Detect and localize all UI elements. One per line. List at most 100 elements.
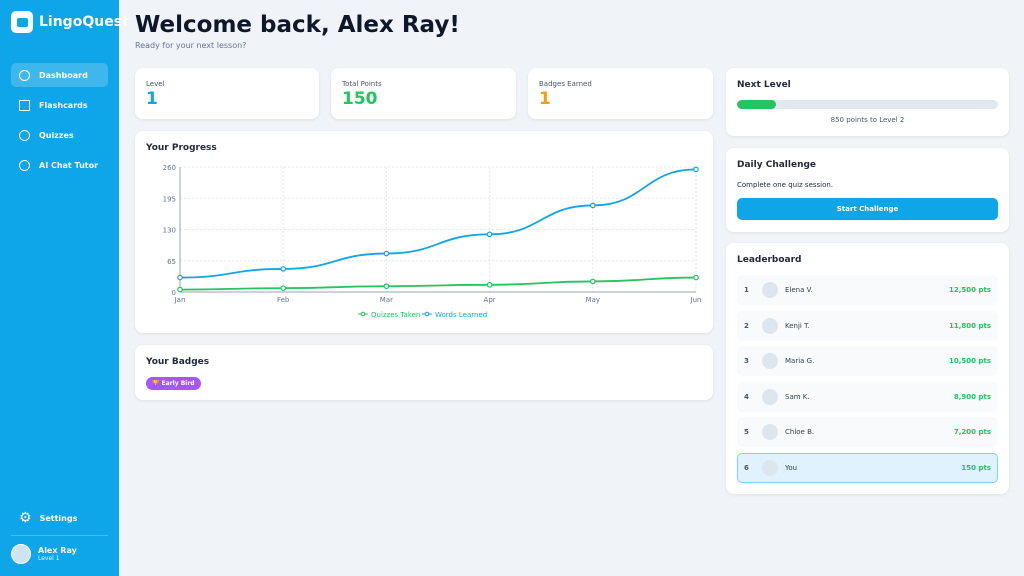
player-name: Sam K. (785, 392, 810, 401)
legend-marker-dot (360, 311, 366, 317)
legend-label: Quizzes Taken (371, 311, 420, 319)
rank: 1 (744, 286, 749, 294)
leaderboard-row: 3 Maria G. 10,500 pts (737, 346, 998, 376)
leaderboard-list: 1 Elena V. 12,500 pts 2 Kenji T. 11,800 pts 3 M… (737, 275, 998, 488)
legend-marker-dot (424, 311, 430, 317)
y-tick-label: 130 (163, 227, 176, 235)
logo[interactable]: LingoQuest (11, 11, 129, 33)
card-title: Your Badges (146, 357, 210, 367)
nav-label: Flashcards (39, 100, 88, 110)
data-point (383, 250, 390, 257)
x-tick-label: Feb (277, 296, 290, 304)
player-points: 7,200 pts (953, 428, 991, 436)
question-icon (19, 129, 30, 141)
sidebar-item-dashboard[interactable]: Dashboard (11, 63, 108, 87)
stat-value: 150 (342, 89, 378, 109)
data-point (589, 202, 596, 209)
data-point (589, 278, 596, 285)
stat-label: Total Points (342, 80, 382, 88)
player-name: You (785, 463, 798, 472)
legend-label: Words Learned (435, 311, 487, 319)
badges-card: Your Badges 🏆 Early Bird (135, 345, 713, 400)
y-tick-label: 260 (163, 164, 176, 172)
y-tick-label: 195 (163, 195, 176, 203)
challenge-text: Complete one quiz session. (737, 181, 834, 189)
nav-label: Quizzes (39, 130, 74, 140)
leaderboard-row: 5 Chloe B. 7,200 pts (737, 417, 998, 447)
avatar (11, 544, 31, 564)
player-points: 8,900 pts (953, 392, 991, 401)
rank: 5 (744, 428, 749, 436)
avatar (762, 388, 778, 405)
player-points: 12,500 pts (949, 286, 991, 294)
data-point (280, 285, 287, 291)
stat-value: 1 (539, 89, 551, 109)
avatar (762, 424, 778, 440)
user-profile[interactable]: Alex Ray Level 1 (11, 544, 77, 564)
x-tick-label: Mar (380, 296, 393, 304)
stat-label: Badges Earned (539, 80, 592, 88)
x-tick-label: Jan (174, 296, 186, 304)
settings-label: Settings (39, 513, 78, 523)
stat-value: 1 (146, 89, 158, 109)
gear-icon: ⚙ (19, 510, 32, 526)
badge-early-bird: 🏆 Early Bird (146, 377, 201, 390)
level-progress-fill (737, 100, 777, 109)
data-point (280, 266, 287, 272)
data-point (177, 274, 183, 281)
stat-card-points: Total Points 150 (331, 68, 516, 119)
divider (11, 535, 108, 536)
leaderboard-row: 2 Kenji T. 11,800 pts (737, 310, 998, 341)
sidebar-item-flashcards[interactable]: Flashcards (11, 93, 108, 117)
start-challenge-button[interactable]: Start Challenge (737, 198, 998, 220)
sidebar-item-ai-chat-tutor[interactable]: AI Chat Tutor (11, 153, 108, 177)
series-line-words-learned (179, 168, 697, 279)
nav-label: AI Chat Tutor (39, 160, 99, 170)
avatar (762, 459, 778, 476)
data-point (693, 274, 699, 281)
player-name: Chloe B. (785, 428, 815, 436)
player-name: Elena V. (785, 286, 813, 294)
user-level: Level 1 (38, 555, 60, 562)
data-point (383, 283, 390, 290)
chat-bubble-icon (11, 11, 33, 33)
player-points: 150 pts (961, 463, 991, 472)
stat-label: Level (146, 80, 165, 88)
leaderboard-row: 1 Elena V. 12,500 pts (737, 275, 998, 305)
level-progress-bar (737, 100, 998, 109)
sidebar-item-quizzes[interactable]: Quizzes (11, 123, 108, 147)
leaderboard-row: 6 You 150 pts (737, 452, 998, 483)
player-points: 11,800 pts (949, 321, 991, 330)
progress-chart: 0 65 130 195 260 Jan Feb Mar Apr May Jun Quizzes Ta… (163, 164, 702, 319)
book-icon (19, 99, 30, 111)
next-level-card: Next Level 850 points to Level 2 (726, 68, 1009, 136)
user-name: Alex Ray (38, 546, 77, 555)
leaderboard-card: Leaderboard 1 Elena V. 12,500 pts 2 Kenji T.… (726, 243, 1009, 494)
stat-card-badges: Badges Earned 1 (528, 68, 713, 119)
sidebar-nav: Dashboard Flashcards Quizzes AI Chat Tut… (11, 63, 108, 183)
series-line-quizzes-taken (179, 276, 697, 291)
page-subtitle: Ready for your next lesson? (135, 41, 247, 50)
sidebar: LingoQuest Dashboard Flashcards Quizzes … (0, 0, 129, 576)
stat-card-level: Level 1 (135, 68, 319, 119)
nav-label: Dashboard (39, 70, 88, 80)
avatar (762, 282, 778, 298)
chart-pie-icon (19, 69, 30, 81)
card-title: Leaderboard (737, 255, 802, 265)
sidebar-item-settings[interactable]: ⚙ Settings (19, 510, 77, 526)
y-tick-label: 0 (172, 289, 176, 297)
player-name: Maria G. (785, 357, 815, 365)
page-title: Welcome back, Alex Ray! (135, 12, 460, 38)
card-title: Daily Challenge (737, 160, 817, 170)
x-tick-label: Apr (484, 296, 496, 304)
card-title: Next Level (737, 80, 791, 90)
avatar (762, 353, 778, 369)
player-name: Kenji T. (785, 321, 810, 330)
y-tick-label: 65 (167, 258, 176, 266)
card-title: Your Progress (146, 143, 217, 153)
leaderboard-row: 4 Sam K. 8,900 pts (737, 381, 998, 412)
data-point (693, 166, 699, 173)
rank: 6 (744, 463, 749, 472)
data-point (177, 286, 183, 293)
rank: 4 (744, 392, 749, 401)
